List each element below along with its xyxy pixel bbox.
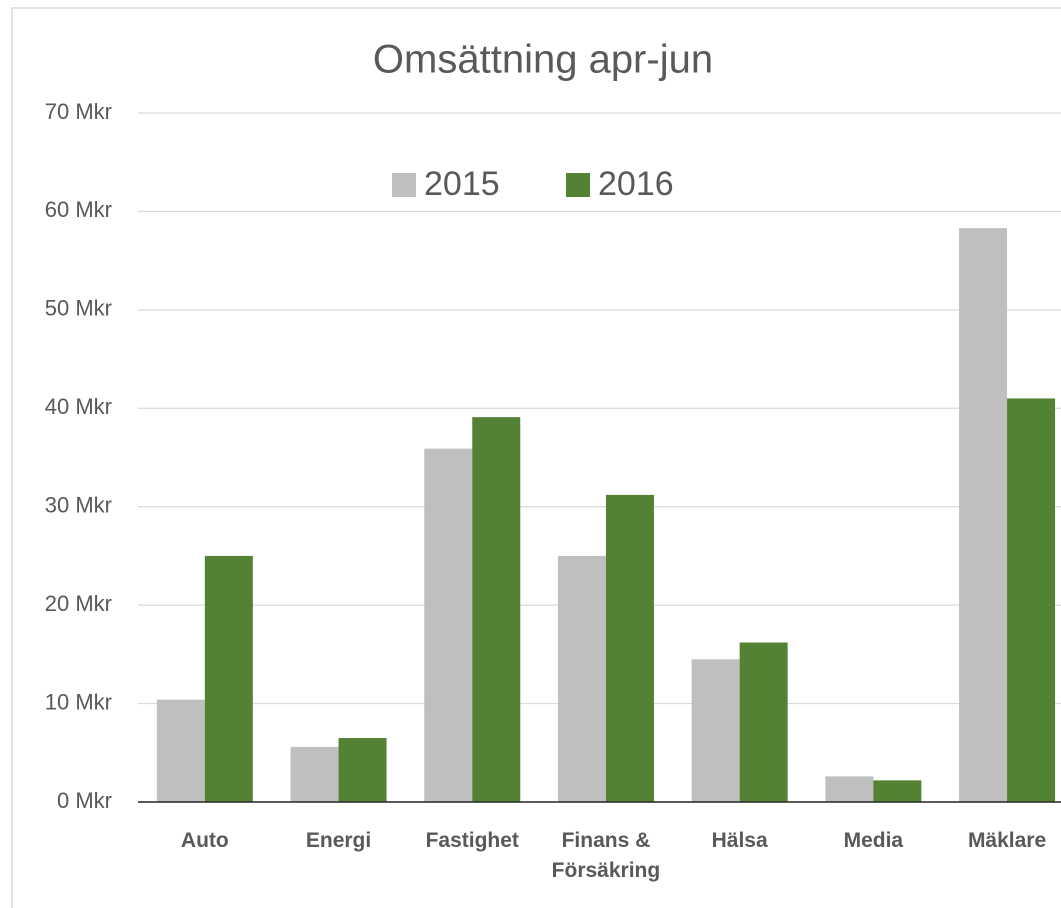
y-tick-label: 50 Mkr (45, 296, 112, 321)
x-tick-label: Media (843, 829, 904, 852)
bar (1007, 398, 1056, 802)
y-tick-label: 70 Mkr (45, 99, 112, 124)
bar (424, 448, 473, 802)
y-tick-label: 20 Mkr (45, 591, 112, 616)
y-tick-label: 60 Mkr (45, 197, 112, 222)
y-tick-label: 0 Mkr (57, 788, 112, 813)
legend-label: 2016 (598, 165, 674, 203)
bar (338, 738, 387, 802)
x-tick-label: Energi (305, 829, 372, 852)
bar (605, 494, 654, 802)
chart-title: Omsättning apr-jun (373, 38, 713, 82)
x-tick-label: Auto (180, 829, 229, 852)
legend-swatch (566, 173, 590, 197)
x-tick-label: Finans & Försäkring (551, 829, 661, 882)
x-tick-label: Fastighet (425, 829, 519, 852)
x-tick-label: Hälsa (711, 829, 768, 852)
bar (156, 699, 205, 802)
legend-label: 2015 (424, 165, 500, 203)
y-tick-label: 30 Mkr (45, 493, 112, 518)
bar (472, 417, 521, 802)
bar (739, 642, 788, 802)
x-tick-label: Mäklare (967, 829, 1047, 852)
bar (557, 555, 606, 802)
bar (959, 228, 1008, 802)
legend-swatch (392, 173, 416, 197)
bar (873, 780, 922, 802)
bar (204, 555, 253, 802)
chart-border (11, 7, 1061, 908)
y-tick-label: 40 Mkr (45, 394, 112, 419)
y-tick-label: 10 Mkr (45, 689, 112, 714)
bar (825, 776, 874, 802)
bar (691, 659, 740, 802)
bar (290, 746, 339, 802)
